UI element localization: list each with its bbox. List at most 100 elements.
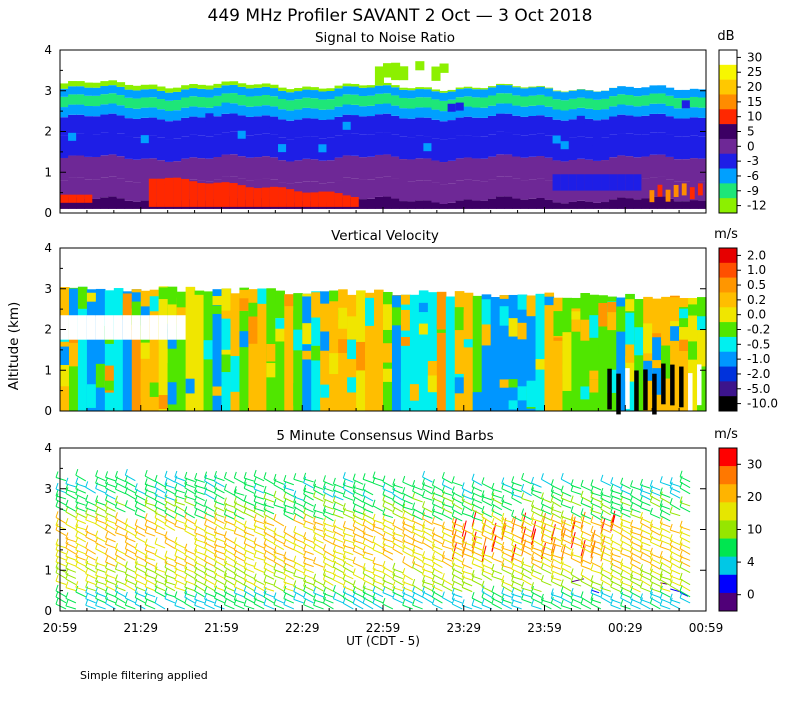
y-tick-label: 0 (44, 604, 52, 618)
vv-cell (60, 365, 70, 386)
snr-cell (133, 90, 142, 98)
snr-cell (359, 199, 368, 209)
snr-cell (359, 96, 368, 106)
snr-cell (108, 93, 117, 103)
snr-cell (682, 201, 691, 209)
colorbar-tick-label: -10.0 (747, 397, 778, 411)
vv-cell (105, 381, 115, 391)
vv-cell (437, 308, 447, 330)
snr-cell (641, 106, 650, 116)
snr-cell (351, 178, 360, 198)
vv-cell (455, 307, 465, 330)
snr-cell (448, 138, 457, 160)
vv-cell (150, 296, 160, 311)
snr-cell (318, 120, 327, 138)
vv-cell (679, 327, 689, 336)
snr-cell (270, 157, 279, 179)
snr-cell (181, 85, 190, 89)
snr-cell (512, 134, 521, 156)
wind-panel-title: 5 Minute Consensus Wind Barbs (276, 428, 493, 444)
snr-cell (649, 94, 658, 104)
snr-cell (577, 201, 586, 209)
vv-column (257, 289, 267, 411)
snr-cell (585, 99, 594, 109)
snr-cell (326, 99, 335, 109)
snr-cell (117, 95, 126, 105)
snr-cell (125, 90, 134, 98)
vv-cell (401, 382, 411, 410)
snr-cell (601, 119, 610, 137)
vv-cell (527, 381, 537, 407)
snr-cell (625, 95, 634, 105)
snr-cell (601, 99, 610, 109)
vv-cell (302, 294, 312, 297)
wind-barb-feather (56, 511, 58, 517)
snr-cell (674, 137, 683, 159)
snr-cell (173, 120, 182, 138)
vv-cell (356, 342, 366, 370)
snr-cell (294, 160, 303, 182)
snr-cell (262, 105, 271, 115)
vv-cell (661, 314, 671, 341)
snr-strong-echo (698, 183, 703, 195)
snr-cell (383, 83, 392, 85)
vv-gap (105, 315, 115, 339)
snr-cell (633, 117, 642, 135)
snr-cell (488, 87, 497, 95)
snr-cell (92, 116, 101, 134)
snr-cell (286, 111, 295, 121)
snr-cell (504, 177, 513, 197)
vv-column (428, 292, 438, 411)
snr-cell (383, 85, 392, 93)
snr-cell (343, 84, 352, 87)
snr-cell (690, 136, 699, 158)
snr-cell (561, 121, 570, 139)
vv-cell (652, 337, 662, 360)
snr-cell (407, 182, 416, 202)
snr-cell (76, 155, 85, 177)
vv-cell (320, 331, 330, 350)
snr-patch (270, 120, 279, 128)
snr-cell (609, 135, 618, 157)
snr-cell (641, 87, 650, 95)
vv-cell (275, 318, 285, 329)
snr-patch (189, 108, 198, 116)
snr-cell (545, 88, 554, 96)
snr-cell (569, 119, 578, 137)
snr-cell (488, 86, 497, 87)
snr-patch (205, 113, 214, 121)
snr-cell (399, 98, 408, 108)
snr-cell (649, 114, 658, 132)
vv-cell (464, 339, 474, 347)
snr-cell (488, 96, 497, 106)
vv-cell (365, 298, 375, 312)
snr-cell (270, 88, 279, 96)
snr-cell (262, 134, 271, 156)
snr-cell (254, 106, 263, 116)
snr-cell (448, 92, 457, 100)
snr-cell (133, 109, 142, 119)
snr-cell (440, 204, 449, 209)
snr-strong-echo (76, 195, 85, 203)
snr-cell (230, 113, 239, 131)
snr-cell (84, 135, 93, 157)
colorbar-tick-label: -5.0 (747, 382, 770, 396)
snr-cell (197, 158, 206, 180)
vv-cell (60, 287, 70, 288)
colorbar-swatch (719, 50, 737, 65)
vv-gap (114, 315, 124, 339)
vv-cell (518, 295, 528, 310)
snr-cell (666, 157, 675, 179)
snr-cell (149, 85, 158, 89)
vv-cell (132, 289, 142, 292)
snr-cell (117, 105, 126, 115)
snr-cell (625, 87, 634, 95)
snr-cell (278, 99, 287, 109)
vv-cell (401, 337, 411, 346)
snr-cell (302, 136, 311, 158)
snr-cell (133, 86, 142, 91)
vv-cell (329, 291, 339, 302)
snr-cell (92, 88, 101, 96)
snr-cell (601, 109, 610, 119)
snr-cell (617, 104, 626, 114)
